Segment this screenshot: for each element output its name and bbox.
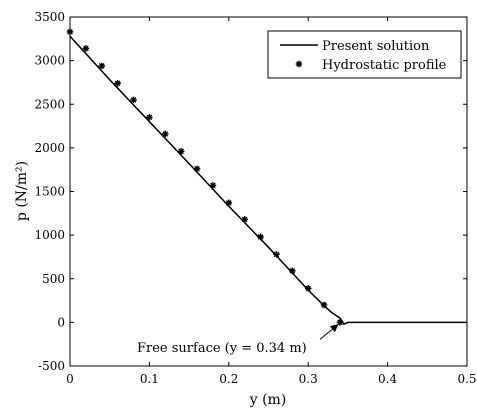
hydrostatic-point [273, 251, 280, 258]
y-tick-label: 1500 [34, 185, 65, 199]
hydrostatic-point [177, 148, 185, 155]
legend-box [267, 30, 462, 79]
plot-frame [69, 16, 468, 367]
hydrostatic-point [304, 285, 312, 292]
hydrostatic-point [209, 182, 217, 189]
x-tick-label: 0.5 [457, 372, 476, 386]
x-tick-label: 0.2 [219, 372, 238, 386]
legend-label-present-solution: Present solution [322, 39, 430, 54]
y-tick-label: 500 [42, 272, 65, 286]
annotation-arrow [319, 324, 339, 340]
y-tick-label: -500 [38, 359, 65, 373]
hydrostatic-point [320, 301, 328, 309]
hydrostatic-point [193, 165, 201, 173]
hydrostatic-point [146, 114, 153, 121]
present-solution-line [69, 35, 467, 326]
tick-labels: 0 0.1 0.2 0.3 0.4 0.5-50005001000150020002500… [34, 10, 476, 386]
hydrostatic-point [82, 45, 90, 52]
x-tick-label: 0.3 [299, 372, 318, 386]
x-tick-label: 0 [66, 372, 74, 386]
hydrostatic-point [257, 233, 264, 241]
y-tick-label: 1000 [34, 228, 65, 242]
free-surface-annotation: Free surface (y = 0.34 m) [137, 324, 339, 356]
legend-label-hydrostatic-profile: Hydrostatic profile [322, 58, 447, 73]
hydrostatic-point [241, 216, 248, 223]
hydrostatic-point [98, 62, 106, 70]
annotation-label: Free surface (y = 0.34 m) [137, 341, 307, 356]
hydrostatic-point [336, 319, 344, 326]
hydrostatic-point [225, 199, 233, 207]
hydrostatic-point [114, 80, 121, 87]
legend-asterisk-marker [295, 60, 303, 68]
y-tick-label: 0 [57, 315, 65, 329]
x-tick-label: 0.1 [140, 372, 159, 386]
x-axis-label: y (m) [249, 392, 287, 408]
y-axis-label: p (N/m²) [14, 161, 30, 221]
legend-asterisk-swatch [295, 60, 303, 68]
hydrostatic-point [130, 96, 137, 104]
hydrostatic-point [161, 130, 169, 138]
legend: Present solution Hydrostatic profile [267, 30, 462, 79]
series-group [66, 28, 467, 326]
y-tick-label: 3500 [34, 10, 65, 24]
x-tick-label: 0.4 [378, 372, 397, 386]
hydrostatic-point [289, 267, 296, 275]
y-tick-label: 2000 [34, 141, 65, 155]
y-tick-label: 3000 [34, 54, 65, 68]
y-tick-label: 2500 [34, 97, 65, 111]
